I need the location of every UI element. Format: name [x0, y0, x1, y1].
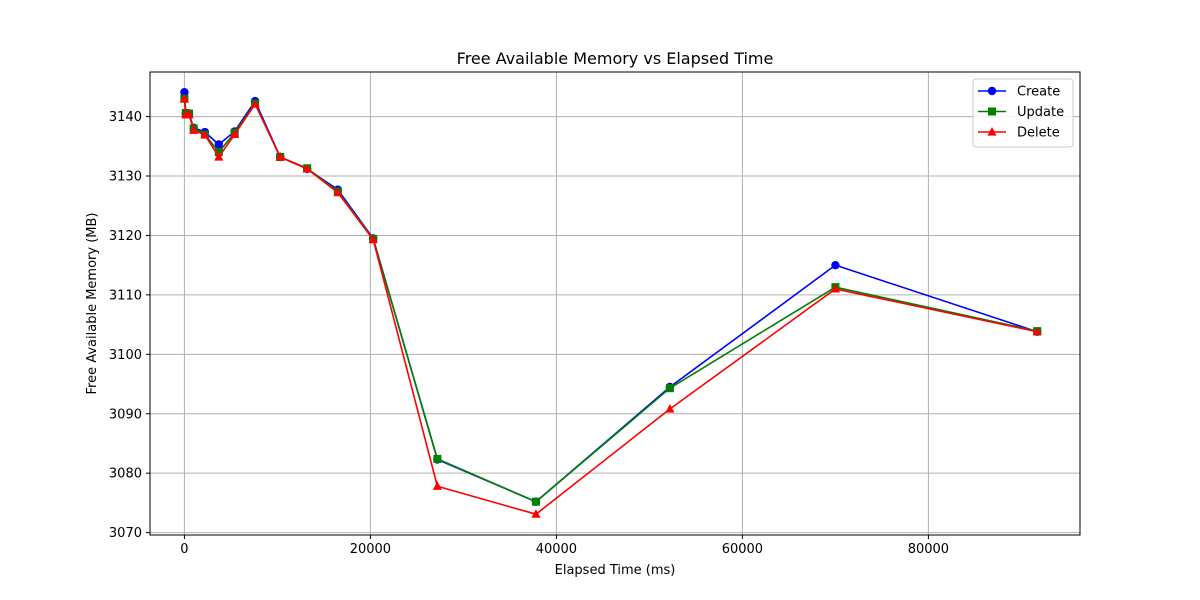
data-point-update [665, 384, 674, 393]
data-point-delete [302, 163, 312, 173]
y-tick-label: 3080 [109, 467, 142, 482]
data-point-delete [214, 151, 224, 161]
legend-entry-update: Update [978, 105, 1064, 120]
data-point-delete [200, 130, 210, 139]
y-tick-label: 3140 [109, 110, 142, 125]
data-point-delete [531, 509, 541, 518]
data-point-delete [184, 109, 194, 119]
legend-label-delete: Delete [1017, 126, 1060, 141]
x-tick-label: 40000 [536, 542, 577, 557]
series-line-create [183, 92, 1038, 503]
data-point-create [180, 88, 189, 97]
data-point-delete [830, 283, 841, 293]
y-tick-label: 3110 [109, 288, 142, 303]
y-axis-label: Free Available Memory (MB) [85, 213, 100, 395]
y-tick-label: 3130 [109, 170, 142, 185]
legend-label-create: Create [1017, 85, 1060, 100]
series-create [180, 88, 1042, 506]
x-tick-label: 80000 [908, 542, 949, 557]
legend-entry-create: Create [978, 85, 1060, 100]
legend-entry-delete: Delete [978, 126, 1060, 141]
y-tick-label: 3120 [109, 229, 142, 244]
legend-marker-update [988, 107, 996, 116]
data-point-delete [665, 403, 675, 413]
data-point-delete [432, 481, 442, 490]
data-point-delete [275, 151, 285, 161]
x-tick-label: 0 [180, 542, 188, 557]
data-point-delete [1032, 326, 1042, 336]
y-tick-label: 3070 [109, 526, 142, 541]
x-tick-label: 20000 [350, 542, 391, 557]
grid [150, 72, 1080, 535]
legend: Create Update Delete [972, 78, 1074, 148]
data-point-create [214, 140, 224, 149]
data-point-update [531, 497, 540, 506]
series-line-update [183, 98, 1038, 503]
chart-title: Free Available Memory vs Elapsed Time [457, 49, 774, 68]
y-tick-label: 3100 [109, 348, 142, 363]
legend-label-update: Update [1017, 105, 1064, 120]
plot-area-frame [149, 71, 1081, 536]
data-point-delete [250, 99, 260, 108]
legend-box [972, 78, 1074, 148]
data-point-delete [368, 234, 378, 244]
data-point-delete [189, 125, 199, 134]
legend-marker-create [987, 86, 997, 96]
data-point-delete [230, 129, 240, 139]
x-tick-label: 60000 [722, 542, 763, 557]
data-point-delete [179, 93, 190, 103]
data-point-create [831, 260, 840, 270]
series-delete [179, 93, 1042, 518]
axis-ticks: 0 20000 40000 60000 80000 3070 3080 3090 3100 311… [109, 110, 949, 557]
series-group [179, 88, 1042, 518]
data-point-update [433, 454, 442, 463]
series-update [180, 94, 1042, 506]
legend-marker-delete [987, 127, 997, 136]
series-line-delete [183, 98, 1038, 515]
x-axis-label: Elapsed Time (ms) [555, 563, 676, 578]
y-tick-label: 3090 [109, 407, 142, 422]
data-point-delete [333, 187, 343, 197]
